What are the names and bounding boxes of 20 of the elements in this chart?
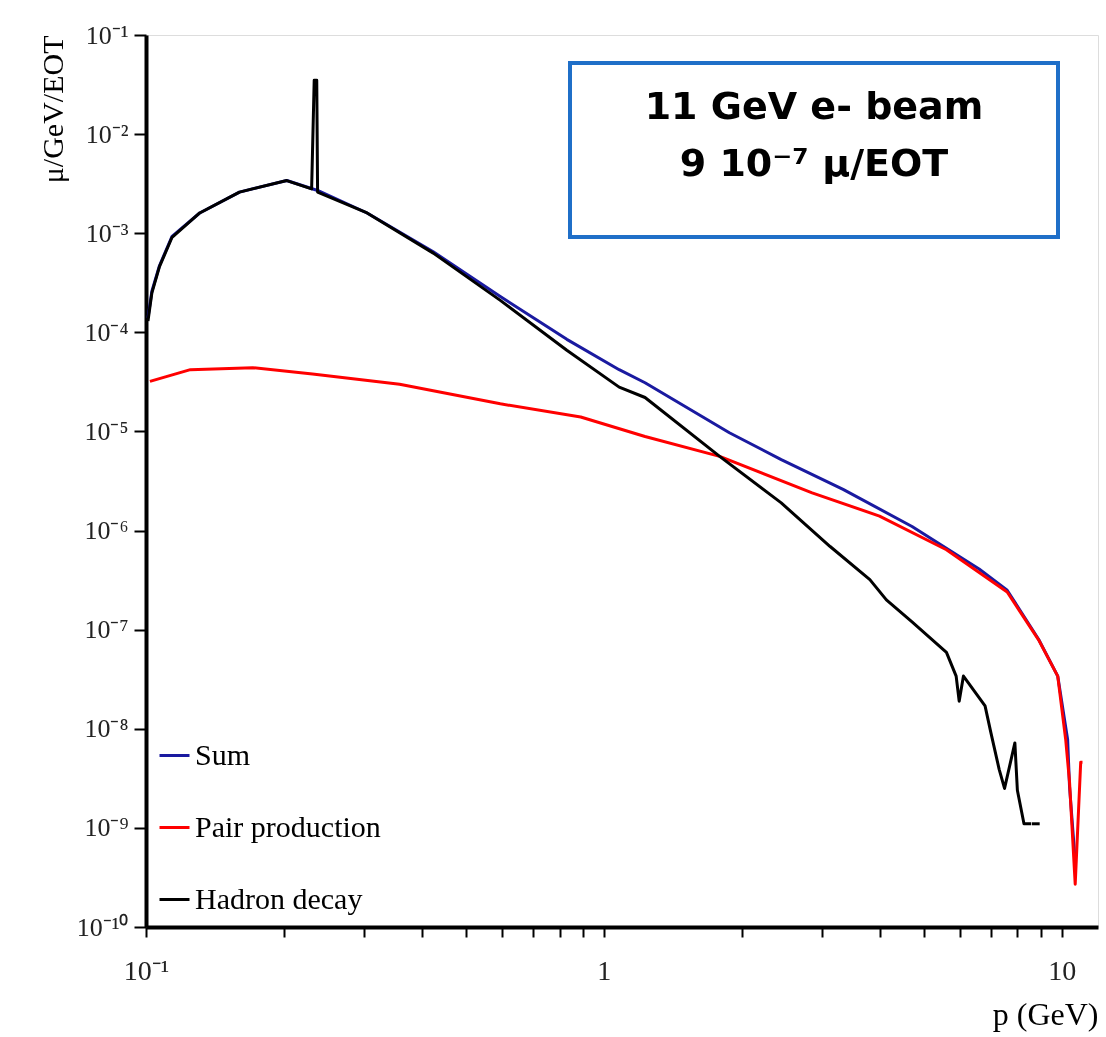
y-tick-label: 10⁻⁶ (84, 516, 129, 546)
annotation: 11 GeV e- beam (644, 84, 984, 128)
annotation: 9 10⁻⁷ μ/EOT (679, 141, 949, 185)
y-axis-title: μ/GeV/EOT (35, 35, 69, 184)
y-tick-label: 10⁻¹ (85, 20, 129, 50)
y-tick-label: 10⁻⁹ (84, 813, 129, 843)
x-tick-label: 10 (1048, 954, 1077, 986)
x-tick-label: 10⁻¹ (123, 954, 170, 986)
legend-label: Pair production (195, 809, 381, 843)
x-axis-title: p (GeV) (992, 995, 1099, 1032)
y-tick-label: 10⁻⁴ (84, 317, 129, 347)
y-tick-label: 10⁻⁵ (84, 416, 129, 446)
y-tick-label: 10⁻³ (85, 218, 129, 248)
y-tick-label: 10⁻¹⁰ (76, 912, 129, 942)
legend-label: Sum (195, 737, 251, 771)
x-tick-label: 1 (597, 954, 612, 986)
legend-label: Hadron decay (195, 881, 363, 915)
y-tick-label: 10⁻⁷ (84, 615, 129, 645)
y-tick-label: 10⁻⁸ (84, 714, 129, 744)
y-tick-label: 10⁻² (85, 119, 129, 149)
